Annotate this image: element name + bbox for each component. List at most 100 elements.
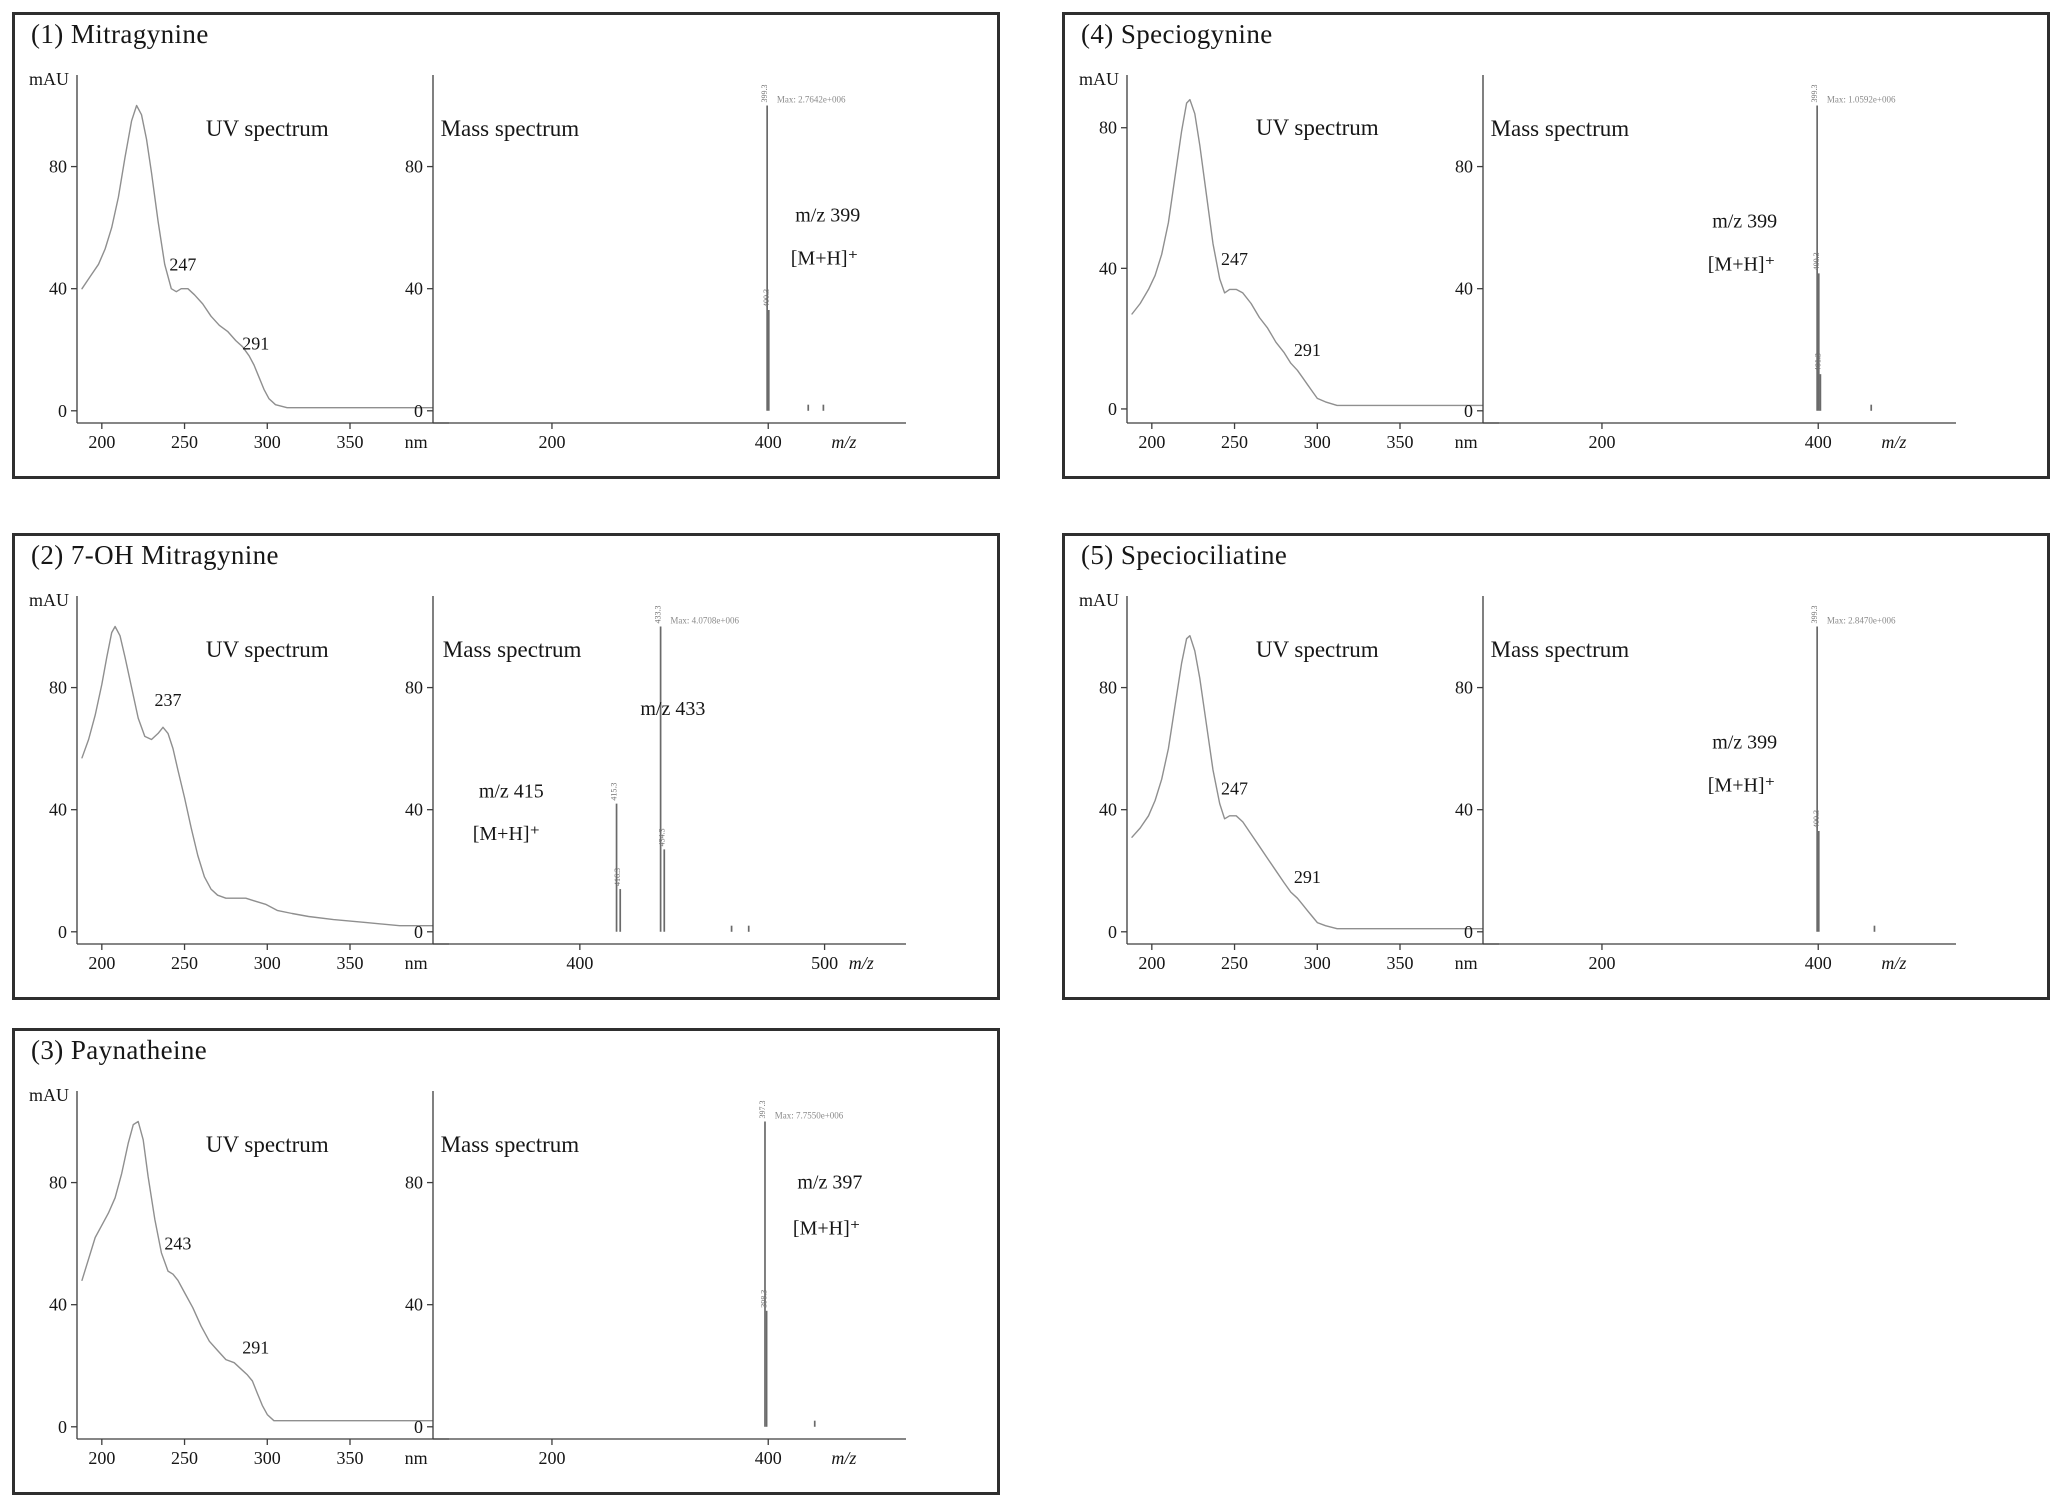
svg-text:m/z 397: m/z 397 [797,1172,862,1194]
svg-text:415.3: 415.3 [610,783,619,801]
svg-text:350: 350 [1387,953,1414,973]
svg-text:80: 80 [1099,678,1117,698]
svg-text:m/z: m/z [1881,432,1906,452]
svg-text:Max: 4.0708e+006: Max: 4.0708e+006 [670,615,739,625]
svg-text:0: 0 [1108,922,1117,942]
svg-text:200: 200 [1138,432,1165,452]
svg-text:237: 237 [155,690,182,710]
svg-text:434.3: 434.3 [657,828,666,846]
svg-text:400: 400 [1805,953,1832,973]
svg-text:398.3: 398.3 [760,1290,769,1308]
svg-text:UV spectrum: UV spectrum [206,116,329,141]
svg-text:0: 0 [414,922,423,942]
svg-text:291: 291 [242,1338,269,1358]
svg-text:80: 80 [405,1173,423,1193]
svg-text:40: 40 [49,1295,67,1315]
svg-text:399.3: 399.3 [1810,85,1819,103]
svg-text:200: 200 [88,1448,115,1468]
svg-text:Max: 7.7550e+006: Max: 7.7550e+006 [775,1110,844,1120]
uv-spectrum-chart: 0 40 80 200 250 300 350 nm mAU UV spectrum 247 291 [29,69,449,452]
svg-text:400: 400 [755,1448,782,1468]
mass-spectrum-chart: 0 40 80 200 400 m/z 399.3 400.3 401.3 Mass spectr… [1455,75,1956,452]
svg-text:400: 400 [566,953,593,973]
svg-text:200: 200 [538,1448,565,1468]
svg-text:401.3: 401.3 [1813,353,1822,371]
svg-text:0: 0 [414,1417,423,1437]
svg-text:80: 80 [1455,157,1473,177]
svg-text:UV spectrum: UV spectrum [1256,115,1379,140]
svg-text:UV spectrum: UV spectrum [206,637,329,662]
panel-speciociliatine: (5) Speciociliatine 0 40 80 200 250 300 350 nm m… [1062,533,2050,1000]
svg-text:399.3: 399.3 [1810,606,1819,624]
panel-speciogynine: (4) Speciogynine 0 40 80 200 250 300 350 nm mAU U… [1062,12,2050,479]
svg-text:300: 300 [254,953,281,973]
svg-text:nm: nm [1455,432,1478,452]
mass-spectrum-chart: 0 40 80 200 400 m/z 399.3 400.3 Mass spectrum m/z… [405,75,906,452]
svg-text:[M+H]⁺: [M+H]⁺ [473,823,540,845]
svg-text:400.3: 400.3 [1812,252,1821,270]
svg-text:nm: nm [405,432,428,452]
svg-text:400.3: 400.3 [762,289,771,307]
svg-text:Mass spectrum: Mass spectrum [441,1132,580,1157]
svg-text:291: 291 [1294,867,1321,887]
svg-text:40: 40 [405,279,423,299]
svg-text:80: 80 [49,1173,67,1193]
mass-spectrum-chart: 0 40 80 400 500 m/z 415.3 416.3 433.3 434.3 Mass s… [405,596,906,973]
svg-text:400.3: 400.3 [1812,810,1821,828]
svg-text:300: 300 [254,1448,281,1468]
svg-text:Mass spectrum: Mass spectrum [443,637,582,662]
svg-text:0: 0 [58,401,67,421]
svg-text:80: 80 [49,157,67,177]
svg-text:399.3: 399.3 [760,85,769,103]
svg-text:[M+H]⁺: [M+H]⁺ [791,247,858,269]
svg-text:mAU: mAU [1079,69,1119,89]
svg-text:500: 500 [811,953,838,973]
svg-text:433.3: 433.3 [654,606,663,624]
svg-text:[M+H]⁺: [M+H]⁺ [1708,253,1775,275]
svg-text:350: 350 [337,1448,364,1468]
panel-title: (3) Paynatheine [31,1035,208,1065]
svg-text:Max: 2.7642e+006: Max: 2.7642e+006 [777,94,846,104]
svg-text:200: 200 [1588,432,1615,452]
svg-text:40: 40 [1455,279,1473,299]
mass-spectrum-chart: 0 40 80 200 400 m/z 397.3 398.3 Mass spectrum m/z… [405,1091,906,1468]
svg-text:Max: 2.8470e+006: Max: 2.8470e+006 [1827,615,1896,625]
svg-text:200: 200 [1138,953,1165,973]
svg-text:416.3: 416.3 [613,868,622,886]
uv-spectrum-chart: 0 40 80 200 250 300 350 nm mAU UV spectrum 237 [29,590,449,973]
svg-text:40: 40 [1099,800,1117,820]
svg-text:mAU: mAU [29,1085,69,1105]
panel-7oh-mitragynine: (2) 7-OH Mitragynine 0 40 80 200 250 300 350 nm… [12,533,1000,1000]
svg-text:250: 250 [171,953,198,973]
svg-text:80: 80 [1099,118,1117,138]
mass-spectrum-chart: 0 40 80 200 400 m/z 399.3 400.3 Mass spectrum m/z… [1455,596,1956,973]
svg-text:40: 40 [1455,800,1473,820]
svg-text:200: 200 [88,953,115,973]
panel-mitragynine: (1) Mitragynine 0 40 80 200 250 300 350 nm mAU UV… [12,12,1000,479]
svg-text:40: 40 [405,1295,423,1315]
svg-text:243: 243 [164,1234,191,1254]
svg-text:nm: nm [405,953,428,973]
svg-text:Mass spectrum: Mass spectrum [1491,637,1630,662]
svg-text:40: 40 [1099,258,1117,278]
svg-text:40: 40 [49,279,67,299]
svg-text:247: 247 [1221,778,1248,798]
svg-text:m/z 399: m/z 399 [1712,211,1777,233]
svg-text:300: 300 [1304,953,1331,973]
svg-text:m/z 433: m/z 433 [640,698,705,720]
svg-text:[M+H]⁺: [M+H]⁺ [1708,774,1775,796]
svg-text:m/z 415: m/z 415 [479,780,544,802]
panel-title: (5) Speciociliatine [1081,540,1288,570]
svg-text:0: 0 [1108,399,1117,419]
svg-text:nm: nm [405,1448,428,1468]
svg-text:0: 0 [1464,401,1473,421]
svg-text:40: 40 [405,800,423,820]
svg-text:0: 0 [58,1417,67,1437]
svg-text:250: 250 [171,432,198,452]
svg-text:80: 80 [49,678,67,698]
svg-text:250: 250 [1221,953,1248,973]
svg-text:300: 300 [254,432,281,452]
svg-text:200: 200 [88,432,115,452]
svg-text:80: 80 [405,157,423,177]
